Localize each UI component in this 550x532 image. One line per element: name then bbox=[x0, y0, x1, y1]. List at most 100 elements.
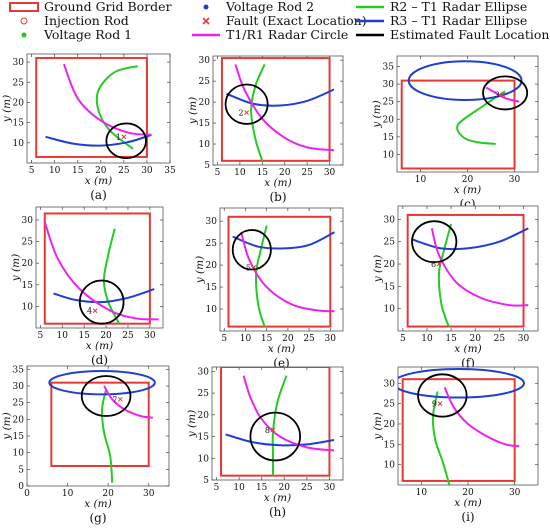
axes-frame bbox=[26, 365, 170, 487]
x-tick-label: 20 bbox=[279, 168, 291, 178]
y-tick-label: 15 bbox=[383, 133, 395, 143]
x-tick-label: 15 bbox=[256, 483, 268, 493]
panel-2: 5 10 15 20 25 30 5 10 15 20 25 30 x (m) y (m) (b) 2 bbox=[187, 55, 344, 204]
panel-8: 5 10 15 20 25 30 5 10 15 20 25 30 x (m) y (m) (h) 8 bbox=[186, 366, 344, 519]
legend-entry-voltage-rod-2: Voltage Rod 2 bbox=[203, 0, 314, 14]
legend-entry-estimated-fault-location: Estimated Fault Location bbox=[356, 27, 549, 42]
y-tick-label: 25 bbox=[13, 399, 25, 409]
legend-label: T1/R1 Radar Circle bbox=[226, 27, 348, 42]
legend-label: Ground Grid Border bbox=[44, 0, 172, 14]
y-tick-label: 10 bbox=[384, 461, 396, 471]
r3-t1-ellipse-curve bbox=[45, 133, 152, 147]
y-tick-label: 20 bbox=[383, 115, 395, 125]
x-tick-label: 5 bbox=[214, 483, 220, 493]
x-tick-label: 20 bbox=[470, 334, 482, 344]
x-tick-label: 30 bbox=[518, 334, 530, 344]
y-tick-label: 10 bbox=[383, 150, 395, 160]
x-tick-label: 20 bbox=[95, 166, 107, 176]
x-tick-label: 20 bbox=[100, 331, 112, 341]
axes-frame bbox=[211, 366, 344, 481]
y-axis-label: y (m) bbox=[194, 256, 206, 284]
y-tick-label: 25 bbox=[383, 98, 395, 108]
r2-t1-ellipse-curve bbox=[95, 65, 138, 150]
y-tick-label: 20 bbox=[199, 98, 211, 108]
estimated-fault-circle bbox=[482, 75, 529, 111]
y-tick-label: 20 bbox=[13, 415, 25, 425]
x-axis-label: x (m) bbox=[85, 175, 112, 187]
legend-label: Estimated Fault Location bbox=[390, 27, 549, 42]
estimated-fault-circle bbox=[231, 229, 272, 271]
r3-t1-ellipse-curve bbox=[407, 60, 523, 101]
x-tick-label: 20 bbox=[462, 488, 474, 498]
x-tick-label: 30 bbox=[143, 489, 155, 499]
x-tick-label: 5 bbox=[38, 331, 44, 341]
r2-t1-ellipse-curve bbox=[431, 391, 451, 485]
x-tick-label: 10 bbox=[415, 175, 427, 185]
panel-caption: (d) bbox=[91, 353, 108, 367]
t1-r1-radar-circle-curve bbox=[234, 64, 335, 152]
panel-caption: (g) bbox=[89, 511, 106, 525]
y-tick-label: 30 bbox=[13, 382, 25, 392]
fault-marker bbox=[270, 427, 276, 433]
x-tick-label: 30 bbox=[324, 168, 336, 178]
r3-t1-ellipse-curve bbox=[232, 231, 335, 250]
x-tick-label: 10 bbox=[234, 168, 246, 178]
t1-r1-radar-circle-curve bbox=[43, 221, 159, 321]
panel-7: 0 10 20 30 0 5 10 15 20 25 30 35 x (m) y (m) (g) 7 bbox=[1, 365, 170, 525]
y-tick-label: 5 bbox=[203, 476, 209, 486]
y-axis-label: y (m) bbox=[372, 255, 384, 283]
legend-entry-t1-r1-radar-circle: T1/R1 Radar Circle bbox=[192, 27, 348, 42]
x-tick-label: 15 bbox=[257, 168, 269, 178]
y-tick-label: 10 bbox=[13, 139, 25, 149]
x-tick-label: 35 bbox=[164, 166, 176, 176]
legend-entry-r2-t1-radar-ellipse: R2 – T1 Radar Ellipse bbox=[356, 0, 527, 14]
panel-caption: (h) bbox=[269, 505, 286, 519]
y-tick-label: 15 bbox=[384, 440, 396, 450]
y-axis-label: y (m) bbox=[10, 254, 22, 282]
x-tick-label: 30 bbox=[509, 175, 521, 185]
r3-t1-ellipse-curve bbox=[226, 88, 335, 107]
y-tick-label: 15 bbox=[13, 432, 25, 442]
x-axis-label: x (m) bbox=[86, 340, 113, 352]
y-tick-label: 10 bbox=[198, 454, 210, 464]
fault-number-label: 5 bbox=[246, 263, 251, 272]
legend-entry-injection-rod: Injection Rod bbox=[20, 13, 129, 28]
y-tick-label: 30 bbox=[199, 56, 211, 66]
x-tick-label: 15 bbox=[72, 166, 84, 176]
y-tick-label: 25 bbox=[384, 400, 396, 410]
x-axis-label: x (m) bbox=[84, 498, 111, 510]
x-tick-label: 15 bbox=[78, 331, 90, 341]
y-tick-label: 15 bbox=[206, 283, 218, 293]
axes-frame bbox=[35, 206, 164, 329]
y-tick-label: 30 bbox=[13, 58, 25, 68]
legend-entry-r3-t1-radar-ellipse: R3 – T1 Radar Ellipse bbox=[356, 13, 527, 28]
plot-area: 8 bbox=[220, 367, 335, 477]
fault-marker bbox=[117, 396, 123, 402]
t1-r1-radar-circle-curve bbox=[443, 386, 520, 448]
y-axis-label: y (m) bbox=[1, 95, 13, 123]
x-tick-label: 20 bbox=[282, 334, 294, 344]
x-tick-label: 15 bbox=[261, 334, 273, 344]
x-axis-label: x (m) bbox=[454, 343, 481, 355]
legend-marker bbox=[203, 4, 209, 10]
y-tick-label: 30 bbox=[384, 215, 396, 225]
y-tick-label: 30 bbox=[198, 367, 210, 377]
legend-entry-fault-exact-location: Fault (Exact Location) bbox=[202, 13, 367, 28]
y-tick-label: 25 bbox=[22, 238, 34, 248]
fault-marker bbox=[244, 110, 249, 115]
y-tick-label: 15 bbox=[22, 281, 34, 291]
x-tick-label: 5 bbox=[221, 334, 227, 344]
legend-box bbox=[0, 0, 550, 43]
plot-area: 1 bbox=[35, 57, 152, 160]
y-tick-label: 5 bbox=[18, 465, 24, 475]
panel-5: 5 10 15 20 25 30 10 15 20 25 30 x (m) y (m) (e) 5 bbox=[194, 207, 344, 370]
x-tick-label: 20 bbox=[462, 175, 474, 185]
legend-label: Voltage Rod 2 bbox=[225, 0, 314, 14]
x-tick-label: 15 bbox=[445, 334, 457, 344]
x-tick-label: 10 bbox=[233, 483, 245, 493]
y-axis-label: y (m) bbox=[371, 100, 383, 128]
x-tick-label: 10 bbox=[49, 166, 61, 176]
ground-grid-border bbox=[227, 215, 332, 328]
legend-marker bbox=[9, 2, 39, 12]
